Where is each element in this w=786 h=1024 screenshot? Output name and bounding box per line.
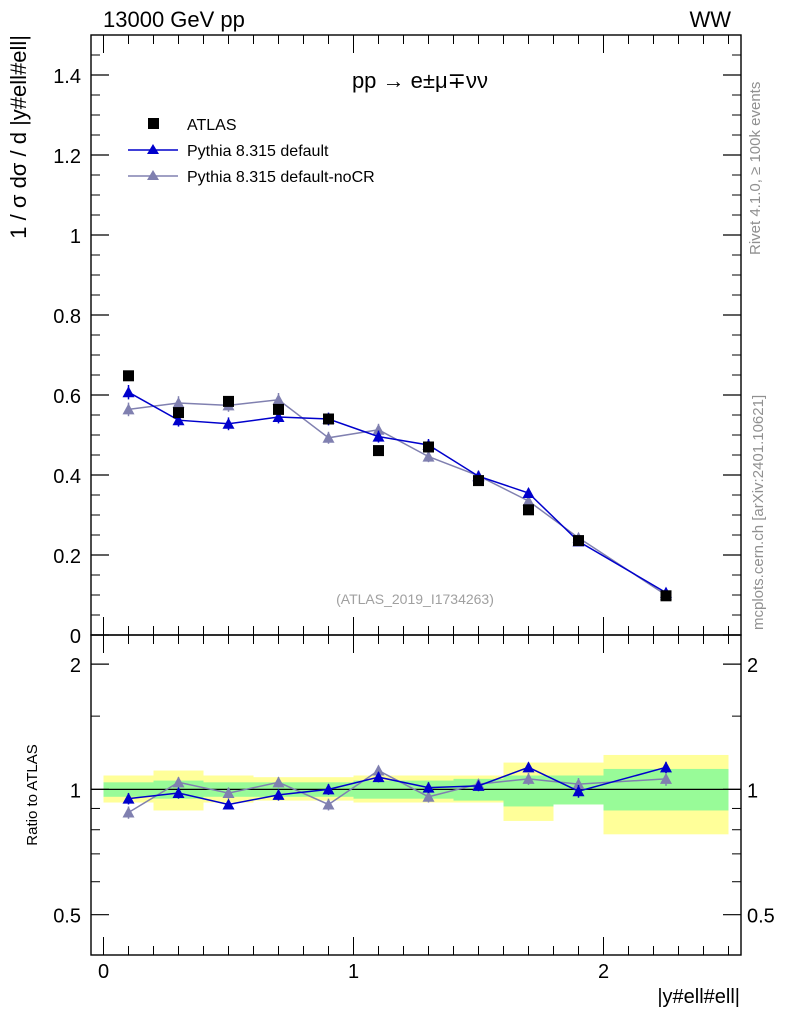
data-point-atlas [173, 407, 184, 419]
ratio-point-pythia-8-315-default [322, 783, 335, 795]
ratio-xtick-label: 2 [598, 961, 609, 983]
data-point-pythia-8-315-default [222, 417, 235, 429]
ratio-ytick-label-right: 2 [747, 655, 758, 677]
main-ytick-label: 0.2 [53, 546, 81, 568]
ratio-point-pythia-8-315-default [422, 781, 435, 793]
main-y-axis-label: 1 / σ dσ / d |y#ell#ell| [6, 35, 31, 239]
data-point-pythia-8-315-default-nocr [422, 450, 435, 462]
data-point-atlas [123, 370, 134, 382]
main-ytick-label: 0 [70, 626, 81, 648]
data-point-atlas [473, 475, 484, 487]
ratio-point-pythia-8-315-default-nocr [372, 764, 385, 776]
data-point-atlas [323, 413, 334, 425]
ratio-point-pythia-8-315-default-nocr [572, 778, 585, 790]
ratio-point-pythia-8-315-default [222, 798, 235, 810]
series-line-pythia-8-315-default-nocr [128, 399, 667, 596]
ratio-ytick-label-left: 2 [70, 655, 81, 677]
data-point-pythia-8-315-default-nocr [522, 495, 535, 506]
data-point-pythia-8-315-default [172, 414, 185, 426]
ratio-point-pythia-8-315-default [472, 779, 485, 791]
data-point-pythia-8-315-default [372, 430, 385, 442]
legend-label-nocr: Pythia 8.315 default-noCR [187, 169, 375, 186]
data-point-atlas [273, 403, 284, 415]
main-ytick-label: 1 [70, 226, 81, 248]
main-ytick-label: 0.6 [53, 386, 81, 408]
ratio-point-pythia-8-315-default-nocr [122, 806, 135, 818]
legend-marker-default [147, 144, 159, 154]
data-point-pythia-8-315-default [122, 386, 135, 398]
data-point-atlas [660, 590, 672, 602]
legend-entry-default: Pythia 8.315 default [128, 143, 329, 160]
series-line-pythia-8-315-default [128, 391, 667, 594]
header-energy-label: 13000 GeV pp [103, 7, 245, 32]
data-point-pythia-8-315-default-nocr [322, 431, 335, 443]
data-point-pythia-8-315-default [522, 487, 535, 498]
ratio-point-pythia-8-315-default [172, 787, 185, 799]
ratio-ytick-label-left: 0.5 [53, 906, 81, 928]
ratio-xtick-label: 1 [348, 961, 359, 983]
header-process-label: WW [689, 7, 731, 32]
data-point-atlas [373, 445, 384, 457]
main-ytick-label: 0.8 [53, 306, 81, 328]
ratio-point-pythia-8-315-default-nocr [660, 772, 672, 784]
ratio-point-pythia-8-315-default-nocr [272, 776, 285, 788]
ratio-point-pythia-8-315-default-nocr [172, 776, 185, 788]
ratio-point-pythia-8-315-default-nocr [322, 798, 335, 810]
ratio-point-pythia-8-315-default [522, 761, 535, 773]
legend-entry-atlas: ATLAS [148, 117, 237, 134]
data-point-pythia-8-315-default-nocr [372, 423, 385, 435]
main-ytick-label: 1.2 [53, 146, 81, 168]
ratio-point-pythia-8-315-default-nocr [422, 790, 435, 802]
ratio-point-pythia-8-315-default [122, 792, 135, 804]
mcplots-credit-label: mcplots.cern.ch [arXiv:2401.10621] [750, 395, 767, 630]
ratio-point-pythia-8-315-default [272, 788, 285, 800]
ratio-xtick-label: 0 [98, 961, 109, 983]
ratio-point-pythia-8-315-default-nocr [222, 787, 235, 799]
ratio-point-pythia-8-315-default-nocr [522, 772, 535, 784]
legend-marker-nocr [147, 170, 159, 180]
legend-entry-nocr: Pythia 8.315 default-noCR [128, 169, 375, 186]
main-ytick-label: 0.4 [53, 466, 81, 488]
x-axis-label: |y#ell#ell| [657, 986, 740, 1008]
ratio-point-pythia-8-315-default [572, 785, 585, 797]
data-point-atlas [223, 395, 234, 407]
ratio-ytick-label-right: 0.5 [747, 906, 775, 928]
data-point-pythia-8-315-default-nocr [172, 397, 185, 408]
main-title: pp → e±μ∓νν [352, 68, 488, 93]
data-point-pythia-8-315-default-nocr [272, 393, 285, 405]
rivet-version-label: Rivet 4.1.0, ≥ 100k events [747, 82, 764, 255]
main-ytick-label: 1.4 [53, 66, 81, 88]
ratio-ytick-label-left: 1 [70, 780, 81, 802]
data-point-atlas [423, 441, 434, 453]
legend: ATLAS Pythia 8.315 default Pythia 8.315 … [128, 117, 375, 186]
legend-label-atlas: ATLAS [187, 117, 237, 134]
ratio-frame [90, 634, 742, 956]
legend-label-default: Pythia 8.315 default [187, 143, 329, 160]
ratio-ytick-label-right: 1 [747, 780, 758, 802]
ratio-y-axis-label: Ratio to ATLAS [24, 744, 41, 845]
ratio-panel: 0.5 0.5 1 1 2 2 0 1 2 Ratio to ATLAS |y#ell#ell| [24, 634, 775, 1008]
ratio-point-pythia-8-315-default [372, 771, 385, 783]
ratio-point-pythia-8-315-default [660, 761, 672, 773]
data-point-pythia-8-315-default-nocr [122, 403, 135, 415]
data-point-atlas [573, 535, 584, 547]
data-point-pythia-8-315-default [272, 411, 285, 422]
main-panel: 0 0.2 0.4 0.6 0.8 1 1.2 1.4 pp → e±μ∓νν (ATLAS_… [6, 34, 742, 648]
analysis-watermark: (ATLAS_2019_I1734263) [336, 591, 494, 607]
legend-marker-atlas [148, 118, 159, 129]
data-point-atlas [523, 504, 534, 516]
